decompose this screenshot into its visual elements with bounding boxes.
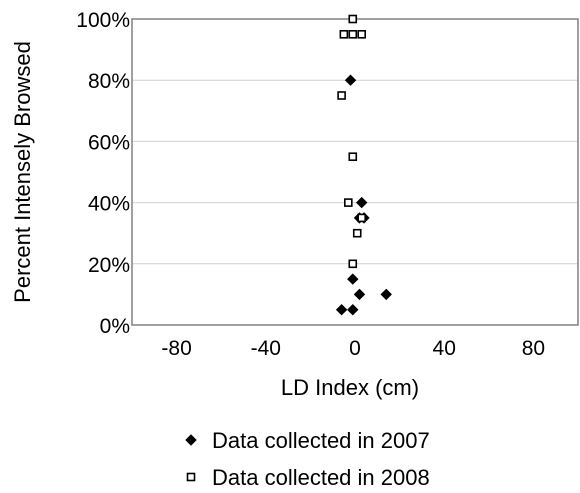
data-point-2007 <box>344 74 357 86</box>
data-point-2008 <box>357 29 366 39</box>
data-point-2007 <box>335 303 348 316</box>
y-tick-label: 0% <box>100 315 130 338</box>
data-point-2007 <box>347 273 359 285</box>
data-point-2008 <box>344 198 353 207</box>
data-point-2008 <box>348 152 358 161</box>
data-point-2007 <box>353 288 366 301</box>
data-point-2007 <box>347 303 359 316</box>
y-tick-label: 100% <box>76 9 130 32</box>
data-point-2007 <box>355 196 368 209</box>
legend-label: Data collected in 2008 <box>212 465 430 490</box>
x-tick-label: 80 <box>522 337 545 360</box>
x-tick-label: -40 <box>251 337 281 360</box>
x-tick-label: -80 <box>161 337 191 360</box>
y-tick-label: 80% <box>88 70 130 93</box>
x-tick-label: 40 <box>433 337 456 360</box>
y-axis-ticks: 0% 20% 40% 60% 80% 100% <box>76 9 130 338</box>
data-points <box>335 14 392 316</box>
data-point-2008 <box>348 14 358 24</box>
legend: Data collected in 2007 Data collected in … <box>185 428 430 490</box>
data-point-2008 <box>339 29 349 39</box>
legend-marker-2007 <box>185 434 197 446</box>
data-point-2008 <box>352 228 362 238</box>
x-axis-title: LD Index (cm) <box>281 375 419 400</box>
data-point-2008 <box>348 29 358 39</box>
data-point-2008 <box>357 213 366 223</box>
data-point-2007 <box>380 288 392 301</box>
data-point-2008 <box>348 259 358 269</box>
data-point-2008 <box>337 91 346 100</box>
x-axis-ticks: -80 -40 0 40 80 <box>161 337 545 360</box>
legend-marker-2008 <box>186 472 196 482</box>
legend-label: Data collected in 2007 <box>212 428 430 453</box>
y-tick-label: 20% <box>88 254 130 277</box>
y-axis-title: Percent Intensely Browsed <box>10 41 35 303</box>
y-tick-label: 60% <box>88 131 130 154</box>
y-tick-label: 40% <box>88 193 130 216</box>
x-tick-label: 0 <box>349 337 361 360</box>
